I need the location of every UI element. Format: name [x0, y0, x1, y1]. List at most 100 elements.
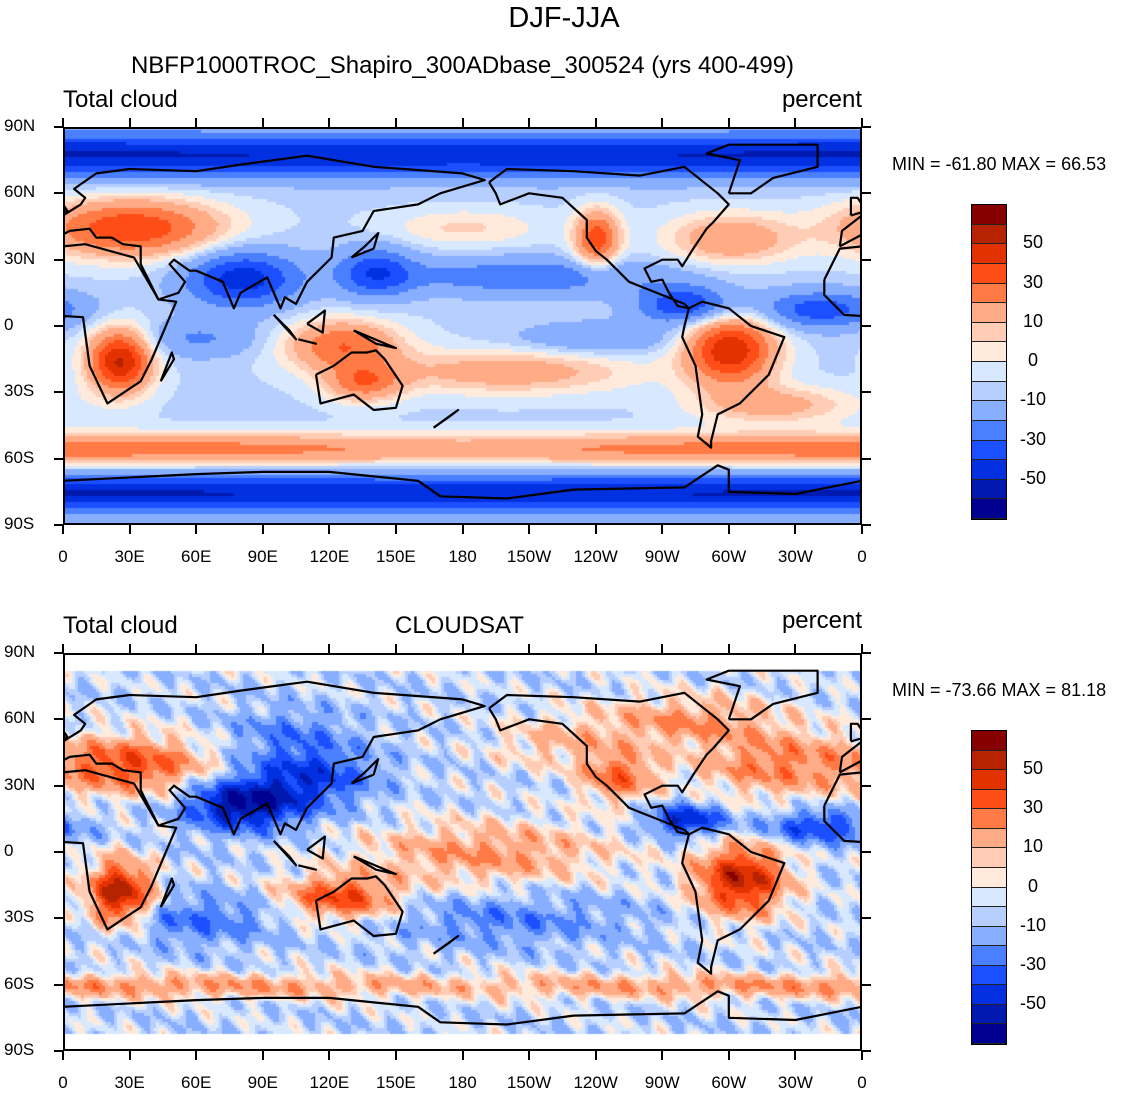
lon-tick-mark: [461, 1051, 464, 1060]
lat-tick-label: 0: [4, 841, 14, 860]
lat-tick-label: 0: [4, 315, 14, 334]
colorbar-swatch: [972, 828, 1006, 849]
lon-tick-mark: [594, 1051, 597, 1060]
lon-tick-label: 90W: [644, 547, 680, 566]
lon-tick-mark: [794, 1051, 797, 1060]
lon-tick-label: 60E: [181, 547, 212, 566]
lon-tick-label: 60E: [181, 1073, 212, 1092]
lon-tick-mark: [594, 644, 597, 653]
lon-tick-label: 90E: [247, 1073, 278, 1092]
colorbar-swatch: [972, 381, 1006, 402]
lon-tick-mark: [461, 118, 464, 127]
lon-tick-label: 60W: [711, 1073, 747, 1092]
colorbar-swatch: [972, 750, 1006, 771]
colorbar-swatch: [972, 731, 1006, 751]
lon-tick-mark: [328, 644, 331, 653]
lat-tick-mark: [862, 325, 871, 327]
lon-tick-mark: [261, 118, 264, 127]
colorbar-label: 10: [1022, 310, 1044, 331]
colorbar-swatch: [972, 1024, 1006, 1044]
lon-tick-mark: [861, 118, 863, 127]
coastline: [298, 864, 318, 871]
lat-tick-label: 30N: [4, 248, 36, 268]
lon-tick-mark: [861, 1051, 863, 1060]
lon-tick-mark: [128, 644, 131, 653]
left-title: Total cloud: [63, 86, 178, 113]
coastline: [705, 143, 819, 195]
lon-tick-label: 30E: [114, 1073, 145, 1092]
colorbar-swatch: [972, 479, 1006, 500]
lat-tick-label: 90S: [4, 1040, 35, 1059]
lon-tick-label: 0: [857, 547, 867, 566]
lat-tick-mark: [54, 718, 63, 721]
lon-tick-mark: [661, 118, 664, 127]
coastline: [823, 245, 862, 318]
lon-tick-mark: [195, 644, 198, 653]
coastline: [159, 351, 176, 382]
lon-tick-mark: [727, 118, 730, 127]
lat-tick-mark: [862, 524, 871, 526]
coastline: [314, 349, 404, 412]
lon-tick-mark: [861, 644, 863, 653]
colorbar-label: 10: [1022, 836, 1044, 857]
lon-tick-label: 0: [58, 1073, 68, 1092]
lon-tick-mark: [62, 118, 64, 127]
observation-panel: Total cloud CLOUDSAT percent MIN = -73.6…: [0, 526, 1128, 1092]
coastline: [488, 165, 730, 310]
colorbar-swatch: [972, 342, 1006, 362]
lat-tick-mark: [54, 192, 63, 195]
colorbar-swatch: [972, 401, 1006, 421]
colorbar-label: 0: [1027, 875, 1038, 896]
lon-tick-mark: [528, 118, 531, 127]
lon-tick-label: 180: [448, 1073, 477, 1092]
coastline: [159, 877, 176, 908]
colorbar-label: -30: [1019, 428, 1046, 449]
coastline: [350, 231, 380, 259]
lon-tick-label: 60W: [711, 547, 747, 566]
colorbar-swatch: [972, 848, 1006, 868]
colorbar-swatch: [972, 887, 1006, 908]
lat-tick-mark: [862, 652, 871, 654]
coastline: [63, 243, 178, 405]
lon-tick-mark: [661, 525, 664, 534]
lon-tick-mark: [261, 525, 264, 534]
lon-tick-mark: [394, 1051, 397, 1060]
colorbar-swatch: [972, 1004, 1006, 1025]
lat-tick-mark: [862, 718, 871, 721]
coastline: [432, 934, 460, 955]
coastline: [353, 329, 397, 350]
lat-tick-mark: [862, 851, 871, 853]
colorbar-swatch: [972, 867, 1006, 888]
lon-tick-label: 90W: [644, 1073, 680, 1092]
lon-tick-mark: [594, 118, 597, 127]
lon-tick-mark: [62, 1051, 64, 1060]
lat-tick-mark: [54, 126, 63, 128]
lon-tick-label: 180: [448, 547, 477, 566]
lat-tick-label: 30N: [4, 774, 36, 794]
lat-tick-mark: [862, 192, 871, 195]
colorbar-label: 50: [1022, 758, 1044, 779]
coastline: [63, 769, 178, 931]
lat-tick-mark: [54, 391, 63, 394]
colorbar-swatch: [972, 420, 1006, 441]
model-panel: Total cloud NBFP1000TROC_Shapiro_300ADba…: [0, 0, 1128, 566]
colorbar: [971, 204, 1007, 520]
lon-tick-label: 0: [857, 1073, 867, 1092]
colorbar-label: -10: [1019, 389, 1046, 410]
lon-tick-label: 30W: [777, 1073, 813, 1092]
lon-tick-mark: [727, 1051, 730, 1060]
lon-tick-mark: [328, 1051, 331, 1060]
coastline: [306, 309, 326, 334]
colorbar-label: 0: [1027, 350, 1038, 370]
colorbar-swatch: [972, 789, 1006, 810]
lon-tick-label: 150E: [376, 547, 416, 566]
lon-tick-label: 150W: [506, 1073, 552, 1092]
lat-tick-label: 60N: [4, 182, 36, 202]
lat-tick-mark: [862, 784, 871, 787]
lat-tick-mark: [54, 652, 63, 654]
lon-tick-label: 90E: [247, 547, 278, 566]
coastline: [272, 840, 298, 867]
colorbar-swatch: [972, 809, 1006, 829]
min-max-label: MIN = -61.80 MAX = 66.53: [892, 154, 1107, 174]
lon-tick-mark: [528, 525, 531, 534]
